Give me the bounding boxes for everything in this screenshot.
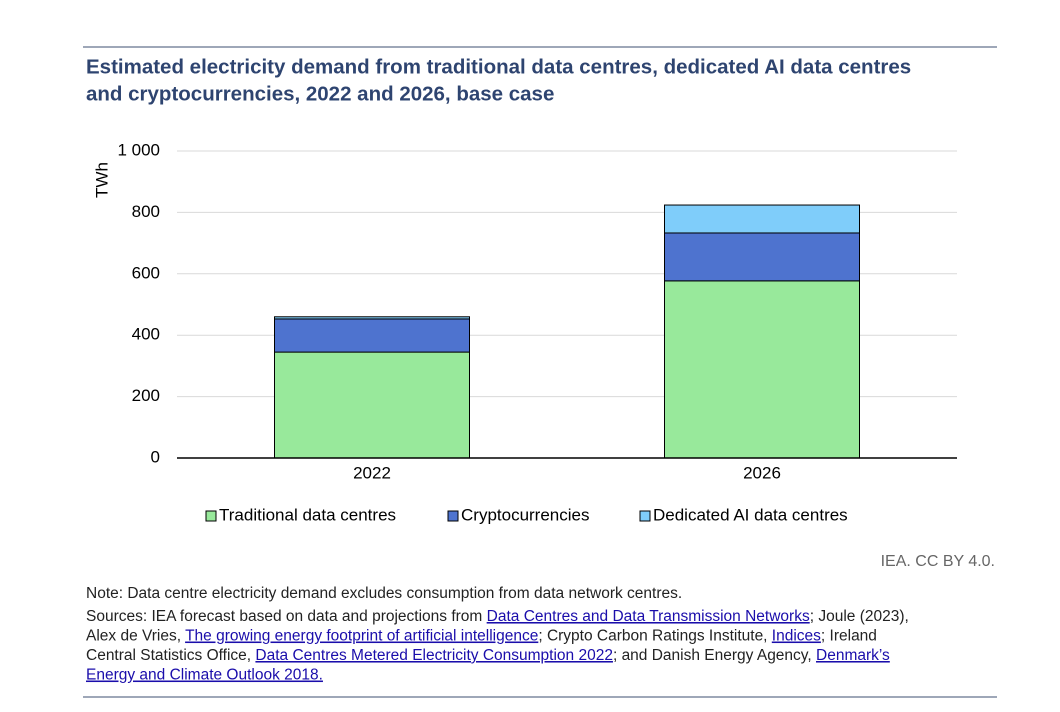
bar-segment: [274, 316, 470, 320]
y-tick-label: 200: [132, 386, 160, 405]
bar-segment: [664, 232, 860, 282]
bar-segment: [664, 280, 860, 459]
source-text: Alex de Vries,: [86, 628, 185, 645]
legend-swatch: [447, 510, 459, 522]
y-tick-label: 800: [132, 202, 160, 221]
source-line: Central Statistics Office, Data Centres …: [86, 647, 890, 664]
x-tick-label: 2026: [743, 463, 781, 482]
source-text: ; and Danish Energy Agency,: [613, 647, 816, 664]
source-text: Central Statistics Office,: [86, 647, 255, 664]
source-line: Energy and Climate Outlook 2018.: [86, 667, 323, 684]
bar-segment: [274, 318, 470, 353]
source-link[interactable]: Denmark’s: [816, 647, 890, 664]
source-link[interactable]: Data Centres Metered Electricity Consump…: [255, 647, 613, 664]
source-link[interactable]: Energy and Climate Outlook 2018.: [86, 667, 323, 684]
bar-segment: [274, 351, 470, 459]
source-text: Sources: IEA forecast based on data and …: [86, 608, 487, 625]
y-tick-label: 600: [132, 263, 160, 282]
source-text: ; Crypto Carbon Ratings Institute,: [538, 628, 771, 645]
credit: IEA. CC BY 4.0.: [881, 553, 995, 570]
source-link[interactable]: Indices: [772, 628, 821, 645]
bar-segment: [664, 204, 860, 234]
x-tick-label: 2022: [353, 463, 391, 482]
legend-swatch: [639, 510, 651, 522]
y-axis-label: TWh: [92, 162, 111, 198]
note: Note: Data centre electricity demand exc…: [86, 585, 682, 602]
legend-label: Cryptocurrencies: [461, 505, 590, 524]
source-link[interactable]: The growing energy footprint of artifici…: [185, 628, 538, 645]
source-line: Sources: IEA forecast based on data and …: [86, 608, 909, 625]
chart-title: Estimated electricity demand from tradit…: [86, 55, 911, 78]
y-tick-label: 0: [151, 447, 160, 466]
legend-swatch: [205, 510, 217, 522]
source-line: Alex de Vries, The growing energy footpr…: [86, 628, 877, 645]
legend-label: Dedicated AI data centres: [653, 505, 848, 524]
legend-label: Traditional data centres: [219, 505, 396, 524]
chart-title: and cryptocurrencies, 2022 and 2026, bas…: [86, 82, 554, 105]
source-link[interactable]: Data Centres and Data Transmission Netwo…: [487, 608, 810, 625]
source-text: ; Joule (2023),: [810, 608, 909, 625]
y-tick-label: 1 000: [117, 140, 160, 159]
y-tick-label: 400: [132, 325, 160, 344]
source-text: ; Ireland: [821, 628, 877, 645]
